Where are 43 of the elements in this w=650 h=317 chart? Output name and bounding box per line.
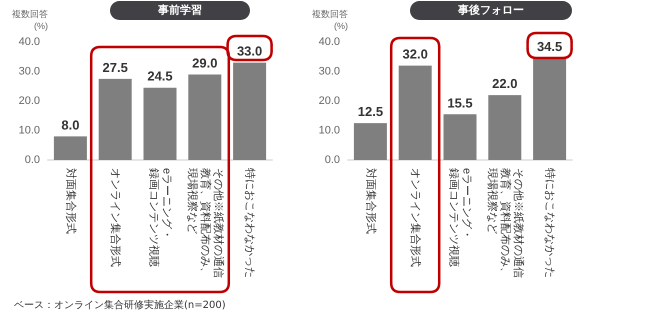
bar [398, 66, 432, 160]
x-tick-label: eラーニング・録画コンテンツ視聴 [148, 168, 172, 267]
chart-title: 事後フォロー [457, 4, 524, 16]
y-tick-label: 10.0 [318, 124, 340, 136]
data-label: 12.5 [358, 104, 384, 120]
data-label: 24.5 [147, 68, 173, 84]
chart-title: 事前学習 [157, 4, 202, 16]
bar [444, 114, 476, 160]
y-tick-label: 20.0 [318, 95, 340, 107]
x-tick-label: eラーニング・録画コンテンツ視聴 [448, 168, 472, 267]
y-tick-label: 10.0 [18, 124, 40, 136]
y-tick-label: 20.0 [18, 95, 40, 107]
data-label: 29.0 [192, 55, 218, 70]
bar [98, 78, 132, 160]
x-tick-label: 特におこなわなかった [244, 168, 256, 278]
y-tick-label: 40.0 [18, 36, 40, 48]
y-axis-title: 複数回答 (%) [12, 9, 48, 31]
data-label: 15.5 [447, 95, 473, 110]
x-tick-label: 対面集合形式 [364, 168, 378, 234]
bar [354, 123, 387, 160]
data-label: 33.0 [236, 44, 262, 59]
data-label: 22.0 [492, 76, 518, 92]
x-tick-label: オンライン集合形式 [409, 168, 422, 267]
y-axis-title: 複数回答 (%) [312, 9, 348, 31]
data-label: 34.5 [536, 39, 562, 54]
data-label: 27.5 [102, 60, 128, 75]
bar [533, 58, 566, 160]
text: ベース：オンライン集合研修実施企業(n=200) [14, 298, 226, 312]
data-label: 8.0 [61, 117, 80, 132]
x-tick-label: オンライン集合形式 [109, 168, 122, 267]
y-tick-label: 0.0 [324, 154, 340, 166]
y-tick-label: 0.0 [24, 154, 40, 166]
y-tick-label: 30.0 [318, 66, 340, 78]
bar [488, 95, 522, 160]
bar [54, 136, 87, 160]
y-tick-label: 40.0 [318, 36, 340, 48]
bar [233, 62, 266, 160]
bar [188, 74, 222, 160]
x-tick-label: 特におこなわなかった [544, 168, 556, 278]
bar [144, 88, 176, 160]
x-tick-label: 対面集合形式 [64, 168, 78, 234]
data-label: 32.0 [402, 46, 428, 62]
y-tick-label: 30.0 [18, 66, 40, 78]
